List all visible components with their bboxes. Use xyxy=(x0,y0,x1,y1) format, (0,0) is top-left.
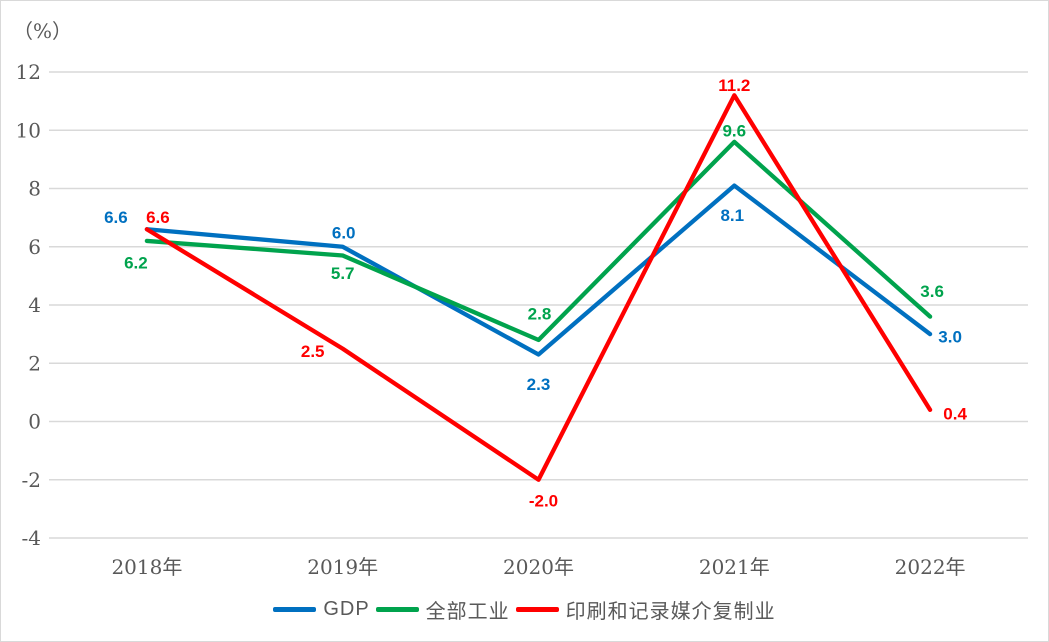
legend-line-swatch-2 xyxy=(515,607,559,612)
data-label-series0-pt3: 8.1 xyxy=(720,206,744,225)
series-line-2 xyxy=(144,93,933,482)
legend-label-1: 全部工业 xyxy=(425,601,510,623)
data-label-series2-pt2: -2.0 xyxy=(529,491,558,510)
y-tick-label-10: 10 xyxy=(16,118,41,142)
legend-line-swatch-1 xyxy=(375,607,419,612)
series-line-0 xyxy=(144,183,933,357)
data-label-series1-pt2: 2.8 xyxy=(528,304,552,323)
x-tick-label-3: 2021年 xyxy=(699,555,770,579)
data-label-series1-pt3: 9.6 xyxy=(722,121,746,140)
legend-line-swatch-0 xyxy=(273,607,317,612)
data-label-series0-pt1: 6.0 xyxy=(332,223,356,242)
data-label-series2-pt4: 0.4 xyxy=(943,404,967,423)
data-label-series1-pt4: 3.6 xyxy=(920,282,944,301)
data-label-series0-pt4: 3.0 xyxy=(938,328,962,347)
y-tick-label-4: 4 xyxy=(28,293,41,317)
legend-item-0: GDP xyxy=(273,598,369,621)
legend-label-2: 印刷和记录媒介复制业 xyxy=(565,601,776,623)
data-label-series2-pt1: 2.5 xyxy=(301,342,325,361)
data-label-series1-pt1: 5.7 xyxy=(331,264,355,283)
data-label-series1-pt0: 6.2 xyxy=(124,253,148,272)
y-tick-label-2: 2 xyxy=(28,351,41,375)
x-tick-label-4: 2022年 xyxy=(895,555,966,579)
data-label-series2-pt0: 6.6 xyxy=(146,208,170,227)
x-tick-label-2: 2020年 xyxy=(503,555,574,579)
legend-label-0: GDP xyxy=(323,598,370,620)
x-tick-label-0: 2018年 xyxy=(111,555,182,579)
data-label-series0-pt2: 2.3 xyxy=(527,375,551,394)
y-tick-label-12: 12 xyxy=(16,60,41,84)
y-tick-label-0: 0 xyxy=(28,410,41,434)
y-tick-label--2: -2 xyxy=(22,468,41,492)
y-tick-label--4: -4 xyxy=(22,526,41,550)
legend-item-2: 印刷和记录媒介复制业 xyxy=(515,595,776,624)
y-tick-label-6: 6 xyxy=(28,235,41,259)
data-label-series2-pt3: 11.2 xyxy=(718,76,750,95)
legend-item-1: 全部工业 xyxy=(375,595,510,624)
y-tick-label-8: 8 xyxy=(28,177,41,201)
x-tick-label-1: 2019年 xyxy=(307,555,378,579)
legend: GDP 全部工业 印刷和记录媒介复制业 xyxy=(1,595,1048,624)
data-label-series0-pt0: 6.6 xyxy=(104,208,128,227)
y-axis-unit-label: （%） xyxy=(13,19,73,43)
